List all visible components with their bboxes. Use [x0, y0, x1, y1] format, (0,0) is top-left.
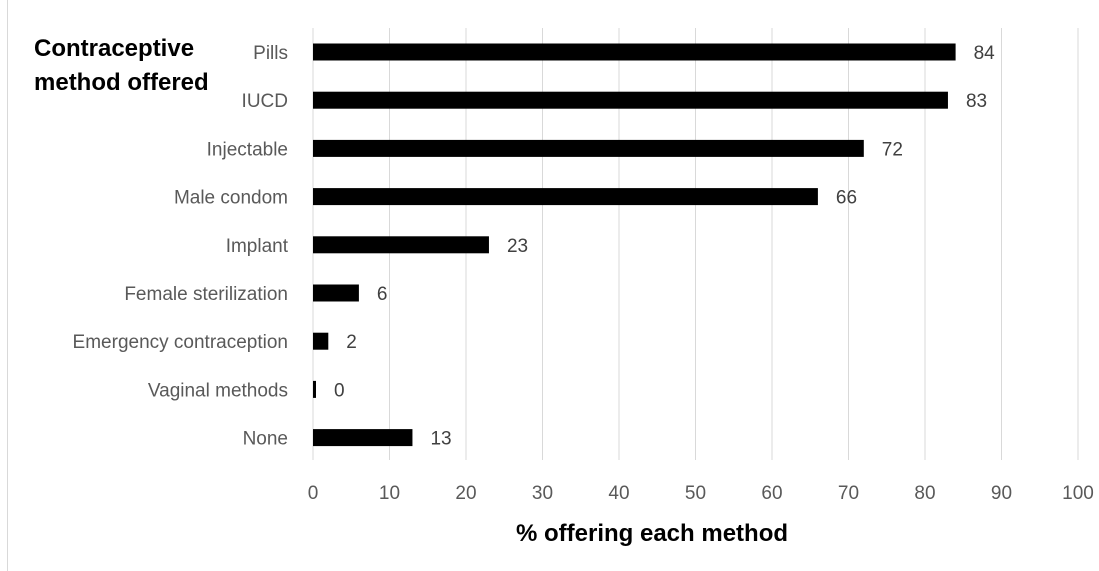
x-tick-label: 50: [685, 483, 706, 504]
x-tick-label: 70: [838, 483, 859, 504]
x-tick-label: 60: [761, 483, 782, 504]
y-axis-title-line-1: Contraceptive: [34, 35, 195, 62]
category-label: IUCD: [242, 91, 288, 112]
data-label: 13: [430, 429, 451, 450]
category-label: Injectable: [207, 139, 288, 160]
x-tick-label: 10: [379, 483, 400, 504]
category-label: Female sterilization: [124, 284, 288, 305]
category-label: Vaginal methods: [148, 380, 288, 401]
x-tick-label: 30: [532, 483, 553, 504]
bar: [313, 43, 956, 61]
y-axis-title: Contraceptive method offered: [34, 32, 234, 100]
x-tick-label: 90: [991, 483, 1012, 504]
data-label: 0: [334, 380, 345, 401]
category-label: Male condom: [174, 188, 288, 209]
y-axis-title-line-2: method offered: [34, 69, 209, 96]
bar: [313, 429, 413, 447]
x-tick-label: 40: [608, 483, 629, 504]
x-tick-label: 100: [1062, 483, 1094, 504]
data-label: 66: [836, 188, 857, 209]
category-label: None: [243, 429, 288, 450]
bar: [313, 91, 948, 109]
x-tick-label: 20: [455, 483, 476, 504]
data-label: 72: [882, 139, 903, 160]
data-label: 2: [346, 332, 357, 353]
data-label: 6: [377, 284, 388, 305]
data-label: 23: [507, 236, 528, 257]
bar: [313, 188, 818, 206]
bar: [313, 380, 316, 398]
data-label: 83: [966, 91, 987, 112]
x-axis-title: % offering each method: [515, 520, 789, 547]
bar: [313, 332, 329, 350]
category-label: Pills: [253, 43, 288, 64]
data-label: 84: [974, 43, 996, 64]
category-label: Implant: [226, 236, 289, 257]
bar: [313, 236, 489, 254]
x-tick-label: 80: [914, 483, 935, 504]
frame-edge: [7, 0, 8, 571]
bar: [313, 139, 864, 157]
x-tick-label: 0: [308, 483, 319, 504]
category-label: Emergency contraception: [73, 332, 288, 353]
bar: [313, 284, 359, 302]
